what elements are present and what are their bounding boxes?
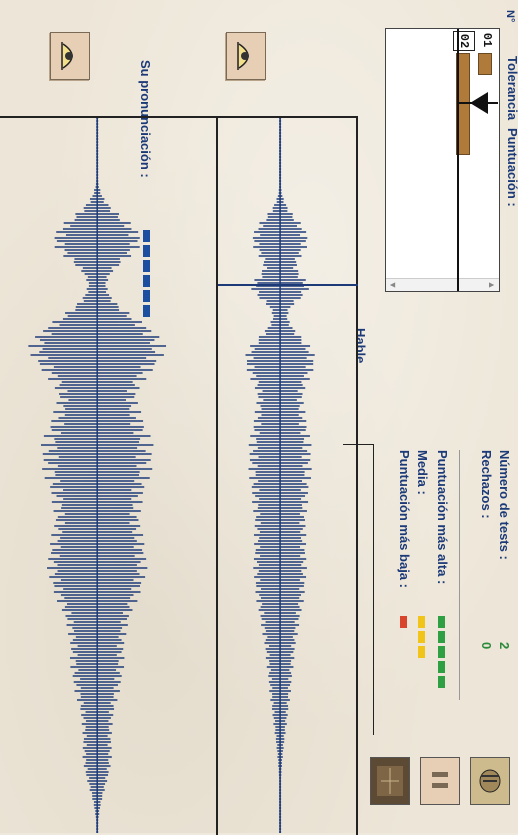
listen-recording-button[interactable]: [226, 32, 266, 80]
pause-button[interactable]: [420, 757, 460, 805]
playback-cursor[interactable]: [218, 284, 358, 286]
waveform-icon: [377, 766, 403, 796]
reference-waveform-panel: [0, 116, 218, 835]
highest-label: Puntuación más alta :: [435, 450, 450, 585]
listen-reference-button[interactable]: [50, 32, 90, 80]
speaker-head-icon: [479, 769, 501, 793]
meter-segment: [438, 616, 445, 628]
meter-segment: [438, 676, 445, 688]
recorded-waveform: [245, 118, 315, 833]
rejections-label: Rechazos :: [479, 450, 494, 519]
recorded-waveform-panel: [216, 116, 358, 835]
row-score-bar: [478, 53, 492, 75]
number-header: N°: [504, 10, 516, 23]
scroll-down-icon[interactable]: ▼: [388, 280, 398, 290]
meter-segment: [400, 616, 407, 628]
meter-segment: [418, 616, 425, 628]
scroll-up-icon[interactable]: ▲: [487, 280, 497, 290]
score-label: Puntuación :: [505, 128, 518, 207]
table-row[interactable]: 01: [475, 29, 497, 279]
speak-button[interactable]: [470, 757, 510, 805]
tests-label: Número de tests :: [497, 450, 512, 560]
ear-icon: [61, 42, 73, 70]
tolerance-label: Tolerancia: [505, 56, 518, 121]
pause-icon: [432, 772, 448, 788]
ear-icon: [237, 42, 249, 70]
reference-waveform: [28, 118, 167, 833]
mean-label: Media :: [415, 450, 430, 495]
meter-segment: [418, 646, 425, 658]
rejections-value: 0: [479, 642, 494, 650]
meter-segment: [438, 646, 445, 658]
tolerance-slider[interactable]: [458, 90, 498, 116]
tolerance-panel: Tolerancia N° Puntuación : 01 02 ▲ ▼: [343, 8, 518, 308]
table-scrollbar[interactable]: ▲ ▼: [386, 278, 499, 291]
meter-segment: [438, 661, 445, 673]
waveform-button[interactable]: [370, 757, 410, 805]
tolerance-line: [457, 29, 459, 291]
tolerance-arrow-icon: [458, 92, 498, 114]
divider: [459, 450, 460, 700]
row-number: 01: [480, 32, 494, 48]
lowest-label: Puntuación más baja :: [397, 450, 412, 588]
meter-segment: [418, 631, 425, 643]
score-table: 01 02 ▲ ▼: [385, 28, 500, 292]
meter-segment: [438, 631, 445, 643]
tests-value: 2: [497, 642, 512, 650]
